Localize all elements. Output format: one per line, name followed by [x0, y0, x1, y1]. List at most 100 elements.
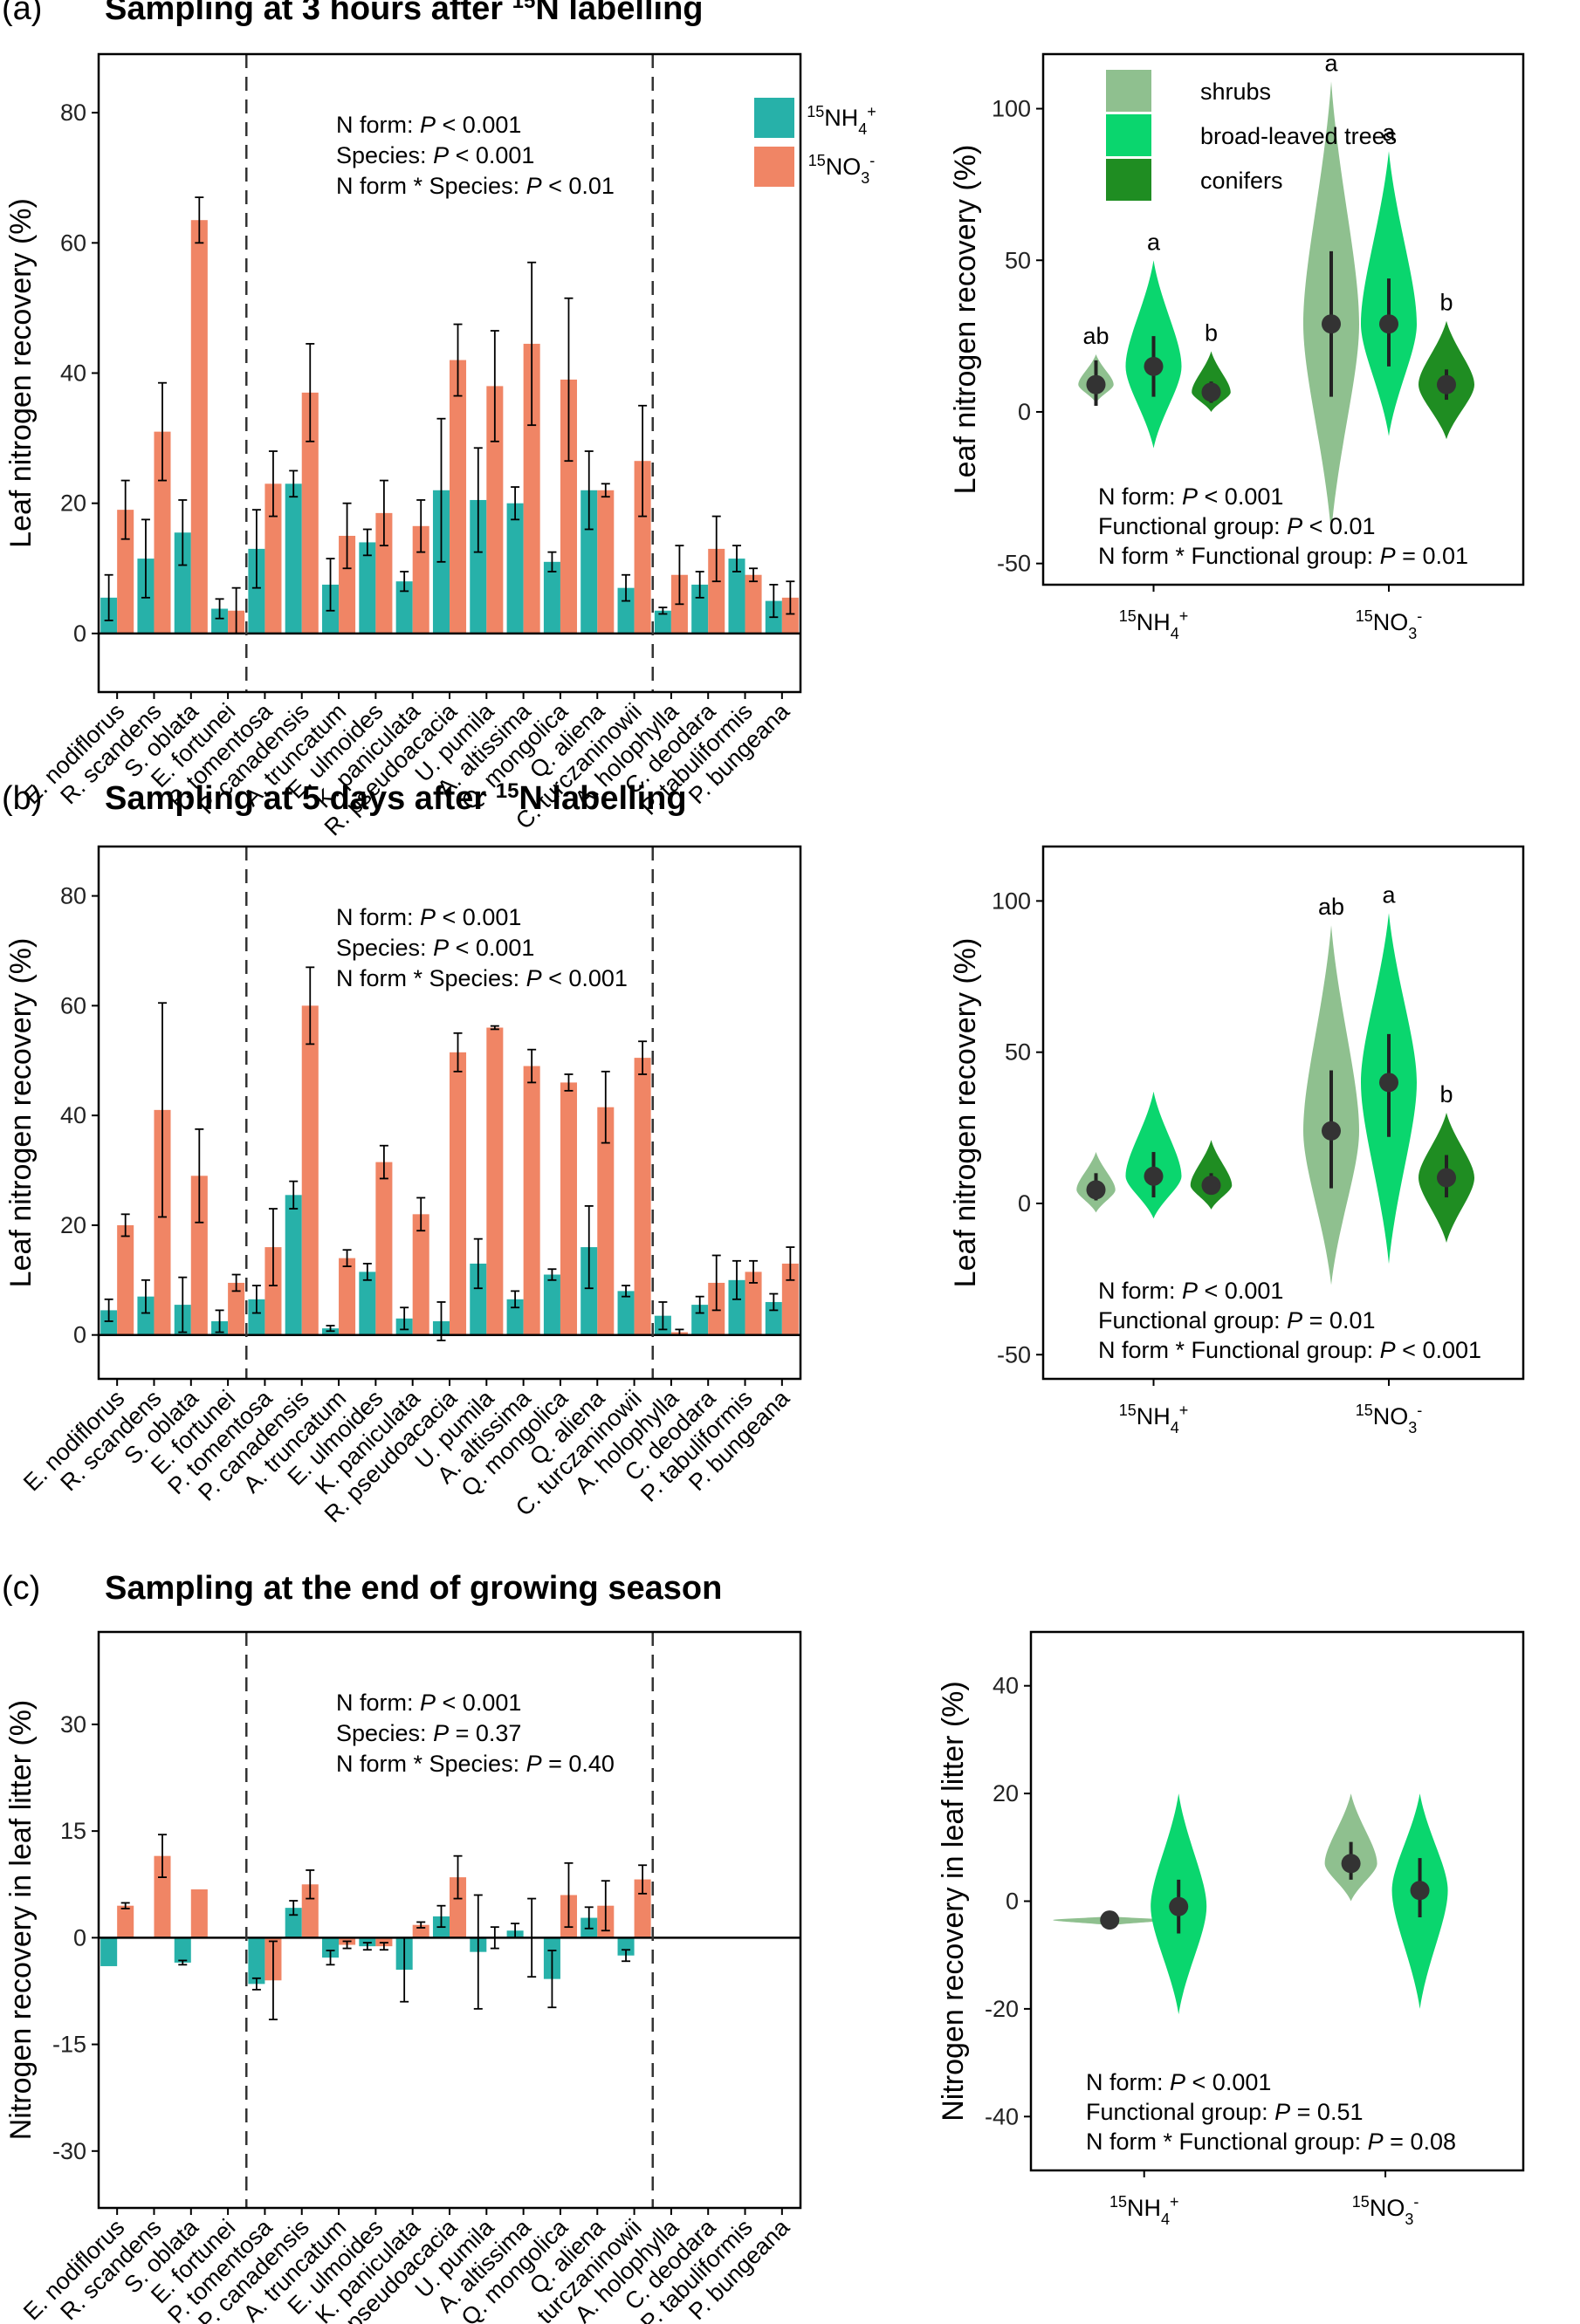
median-point [1144, 356, 1164, 376]
isotope-superscript: 15 [1352, 2193, 1370, 2211]
stat-label: N form: [336, 1690, 420, 1716]
nform-base: NH [1137, 609, 1171, 635]
panel-title-isotope: 15 [496, 779, 519, 803]
bar-no3 [560, 1082, 577, 1335]
stat-p-symbol: P [420, 904, 436, 930]
nform-subscript: 4 [1171, 1419, 1179, 1436]
bar-no3 [597, 1107, 615, 1335]
y-tick-label: 40 [60, 360, 86, 387]
stat-label: N form * Functional group: [1098, 543, 1380, 569]
stat-value: = 0.01 [1302, 1307, 1375, 1333]
stat-label: N form * Species: [336, 965, 526, 991]
bar-no3 [412, 1214, 429, 1335]
stat-line: N form * Species: P < 0.001 [336, 965, 628, 991]
y-tick-label: 40 [993, 1673, 1019, 1699]
bar-no3 [781, 1263, 799, 1335]
stat-line: N form * Functional group: P < 0.001 [1098, 1337, 1481, 1363]
stat-p-symbol: P [433, 142, 449, 168]
stat-value: = 0.37 [449, 1720, 521, 1746]
stat-line: Functional group: P = 0.51 [1086, 2099, 1363, 2125]
bar-no3 [597, 490, 615, 634]
median-point [1437, 374, 1456, 394]
bar-no3 [708, 548, 725, 634]
stat-value: < 0.001 [1396, 1337, 1481, 1363]
y-axis-label: Nitrogen recovery in leaf litter (%) [937, 1681, 970, 2122]
nform-base: NO [826, 154, 862, 180]
violin-chart: -40 -20 0 20 40 Nitrogen recovery in leaf lit… [937, 1630, 1525, 2228]
bar-nh4 [359, 1272, 376, 1335]
isotope-superscript: 15 [808, 152, 826, 169]
median-point [1169, 1896, 1189, 1916]
bar-nh4 [691, 584, 709, 634]
bar-no3 [781, 597, 799, 634]
y-tick-label: 15 [60, 1818, 86, 1844]
bar-nh4 [395, 581, 413, 634]
violin-plot-frame [1029, 1630, 1525, 2172]
y-tick-label: 60 [60, 230, 86, 256]
panel-label: (c) [2, 1570, 40, 1607]
stat-line: N form: P < 0.001 [336, 904, 521, 930]
bar-nh4 [174, 1937, 191, 1963]
stat-value: < 0.001 [1198, 483, 1283, 510]
bar-nh4 [728, 1279, 745, 1335]
panel-title: Sampling at 5 days after 15N labelling [105, 779, 687, 818]
stat-label: Functional group: [1098, 513, 1287, 539]
y-tick-label: 30 [60, 1711, 86, 1738]
stat-value: < 0.001 [449, 935, 534, 961]
stat-p-symbol: P [1274, 2099, 1290, 2125]
stat-p-symbol: P [526, 1751, 542, 1777]
panel-title-rest: N labelling [535, 0, 703, 27]
stat-line: Species: P < 0.001 [336, 142, 534, 168]
median-point [1410, 1881, 1430, 1901]
stat-line: N form: P < 0.001 [1086, 2069, 1271, 2095]
significance-letter: ab [1082, 323, 1109, 349]
bar-no3 [301, 1884, 319, 1938]
nform-superscript: - [1413, 2193, 1419, 2211]
bar-nh4 [506, 503, 524, 634]
y-tick-label: 20 [60, 1212, 86, 1238]
stat-value: < 0.001 [449, 142, 534, 168]
y-tick-label: 80 [60, 99, 86, 126]
bar-nh4 [322, 1937, 340, 1958]
y-tick-label: 40 [60, 1102, 86, 1128]
median-point [1086, 1180, 1106, 1200]
bar-nh4 [543, 1274, 560, 1335]
nform-base: NH [1137, 1403, 1171, 1429]
y-tick-label: 0 [1018, 1190, 1031, 1217]
nform-subscript: 3 [1408, 1419, 1417, 1436]
median-point [1086, 374, 1106, 394]
median-point [1437, 1168, 1456, 1188]
stat-line: Functional group: P = 0.01 [1098, 1307, 1375, 1333]
panel-title-isotope: 15 [512, 0, 536, 13]
panel-title: Sampling at the end of growing season [105, 1570, 722, 1607]
legend-swatch-no3 [754, 147, 794, 187]
panel-title: Sampling at 3 hours after 15N labelling [105, 0, 704, 27]
stat-p-symbol: P [1287, 1307, 1302, 1333]
nform-superscript: - [1417, 607, 1422, 625]
stat-value: < 0.01 [1302, 513, 1375, 539]
violin-plot-frame [1041, 52, 1525, 586]
stat-value: < 0.001 [436, 112, 521, 138]
stat-value: < 0.001 [436, 904, 521, 930]
nform-superscript: + [1179, 1402, 1189, 1419]
bar-nh4 [617, 1291, 635, 1335]
nform-tick-label: 15NH4+ [1119, 1402, 1189, 1436]
bar-nh4 [285, 483, 302, 634]
bar-no3 [450, 1052, 467, 1335]
nform-superscript: + [1170, 2193, 1179, 2211]
bar-no3 [117, 1905, 134, 1938]
stat-label: N form * Functional group: [1098, 1337, 1380, 1363]
bar-no3 [634, 461, 651, 634]
y-axis-label: Leaf nitrogen recovery (%) [949, 938, 982, 1288]
group-legend: shrubs broad-leaved trees conifers [1106, 70, 1397, 201]
bar-no3 [450, 1877, 467, 1938]
bar-no3 [486, 386, 504, 634]
nform-tick-label: 15NH4+ [807, 103, 876, 138]
nform-subscript: 4 [1171, 625, 1179, 642]
bar-no3 [190, 220, 208, 634]
nform-base: NO [1373, 609, 1409, 635]
legend-swatch-shrubs [1106, 70, 1151, 112]
nform-superscript: + [867, 103, 876, 120]
